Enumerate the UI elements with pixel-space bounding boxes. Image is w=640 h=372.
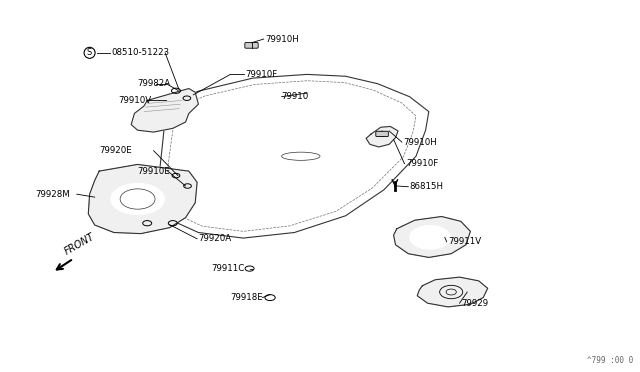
Polygon shape [131,89,198,132]
Text: 79920E: 79920E [99,146,132,155]
Text: 79910F: 79910F [246,70,278,79]
Text: 79929: 79929 [461,299,488,308]
Polygon shape [394,217,470,257]
Text: 79982A: 79982A [137,79,170,88]
FancyBboxPatch shape [245,42,258,48]
Text: 79910H: 79910H [265,35,299,44]
Circle shape [111,183,164,215]
Polygon shape [88,164,197,234]
Text: 79910H: 79910H [403,138,437,147]
Polygon shape [366,126,398,147]
Text: 86815H: 86815H [410,182,444,191]
Text: 79910E: 79910E [138,167,170,176]
Text: 79911V: 79911V [448,237,481,246]
FancyBboxPatch shape [376,131,388,137]
Text: 79910: 79910 [282,92,309,101]
Text: 79911C: 79911C [211,264,244,273]
Text: 08510-51223: 08510-51223 [111,48,170,57]
Text: 79910F: 79910F [406,159,438,168]
Text: S: S [87,48,92,57]
Text: 79910V: 79910V [118,96,152,105]
Text: 79918E: 79918E [230,293,263,302]
Text: FRONT: FRONT [63,231,97,257]
Text: 79928M: 79928M [35,190,70,199]
Circle shape [410,225,451,249]
Polygon shape [417,277,488,307]
Polygon shape [157,74,429,238]
Text: ^799 :00 0: ^799 :00 0 [588,356,634,365]
Text: 79920A: 79920A [198,234,232,243]
